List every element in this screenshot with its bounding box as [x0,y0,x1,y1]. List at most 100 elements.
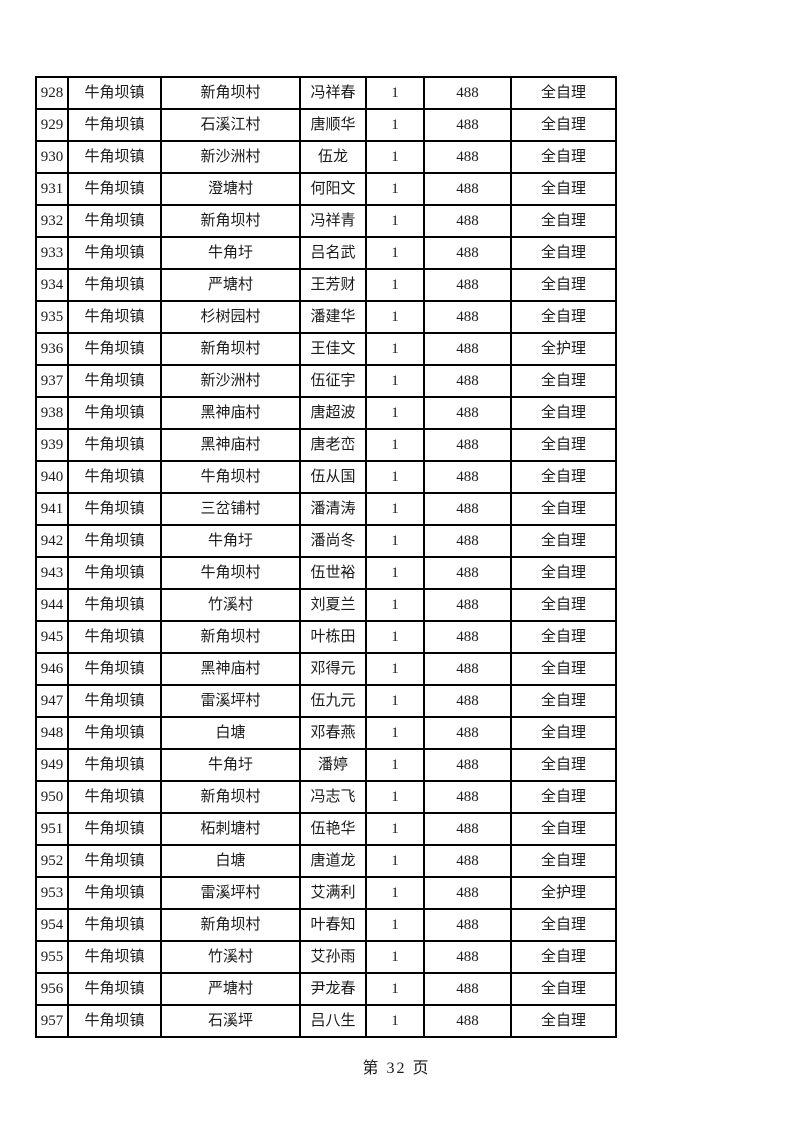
cell-sequence-number: 952 [35,844,69,878]
cell-person-name: 何阳文 [299,172,367,206]
cell-village: 石溪江村 [160,108,301,142]
cell-amount: 488 [423,364,512,398]
cell-count: 1 [365,108,425,142]
table-row: 940 牛角坝镇 牛角坝村 伍从国 1 488 全自理 [35,460,617,494]
table-row: 955 牛角坝镇 竹溪村 艾孙雨 1 488 全自理 [35,940,617,974]
cell-care-level: 全自理 [510,172,617,206]
cell-sequence-number: 950 [35,780,69,814]
cell-person-name: 唐老峦 [299,428,367,462]
roster-table: 928 牛角坝镇 新角坝村 冯祥春 1 488 全自理 929 牛角坝镇 石溪江… [35,76,617,1038]
table-row: 953 牛角坝镇 雷溪坪村 艾满利 1 488 全护理 [35,876,617,910]
cell-village: 新沙洲村 [160,140,301,174]
cell-town: 牛角坝镇 [67,172,162,206]
cell-person-name: 王佳文 [299,332,367,366]
cell-count: 1 [365,556,425,590]
cell-sequence-number: 948 [35,716,69,750]
cell-care-level: 全自理 [510,652,617,686]
cell-count: 1 [365,652,425,686]
cell-care-level: 全自理 [510,972,617,1006]
cell-care-level: 全自理 [510,108,617,142]
cell-person-name: 唐超波 [299,396,367,430]
table-row: 935 牛角坝镇 杉树园村 潘建华 1 488 全自理 [35,300,617,334]
cell-care-level: 全自理 [510,428,617,462]
cell-care-level: 全自理 [510,588,617,622]
cell-town: 牛角坝镇 [67,204,162,238]
cell-town: 牛角坝镇 [67,812,162,846]
cell-town: 牛角坝镇 [67,844,162,878]
cell-village: 黑神庙村 [160,396,301,430]
cell-count: 1 [365,236,425,270]
cell-person-name: 伍龙 [299,140,367,174]
cell-village: 新角坝村 [160,204,301,238]
table-row: 932 牛角坝镇 新角坝村 冯祥青 1 488 全自理 [35,204,617,238]
cell-care-level: 全自理 [510,620,617,654]
cell-town: 牛角坝镇 [67,684,162,718]
cell-person-name: 潘清涛 [299,492,367,526]
cell-village: 牛角圩 [160,524,301,558]
cell-person-name: 王芳财 [299,268,367,302]
cell-amount: 488 [423,396,512,430]
table-row: 956 牛角坝镇 严塘村 尹龙春 1 488 全自理 [35,972,617,1006]
cell-sequence-number: 949 [35,748,69,782]
cell-village: 牛角坝村 [160,460,301,494]
cell-amount: 488 [423,332,512,366]
cell-town: 牛角坝镇 [67,268,162,302]
cell-care-level: 全自理 [510,940,617,974]
cell-care-level: 全自理 [510,460,617,494]
cell-town: 牛角坝镇 [67,1004,162,1038]
cell-sequence-number: 937 [35,364,69,398]
cell-care-level: 全自理 [510,492,617,526]
cell-town: 牛角坝镇 [67,524,162,558]
cell-amount: 488 [423,812,512,846]
cell-count: 1 [365,300,425,334]
cell-amount: 488 [423,428,512,462]
cell-count: 1 [365,1004,425,1038]
table-row: 945 牛角坝镇 新角坝村 叶栋田 1 488 全自理 [35,620,617,654]
cell-care-level: 全自理 [510,300,617,334]
cell-count: 1 [365,524,425,558]
cell-care-level: 全自理 [510,236,617,270]
cell-care-level: 全自理 [510,364,617,398]
cell-town: 牛角坝镇 [67,76,162,110]
cell-care-level: 全自理 [510,76,617,110]
cell-village: 杉树园村 [160,300,301,334]
cell-sequence-number: 931 [35,172,69,206]
cell-amount: 488 [423,140,512,174]
cell-care-level: 全护理 [510,332,617,366]
cell-care-level: 全自理 [510,268,617,302]
cell-amount: 488 [423,588,512,622]
cell-village: 石溪坪 [160,1004,301,1038]
cell-sequence-number: 935 [35,300,69,334]
cell-town: 牛角坝镇 [67,140,162,174]
cell-amount: 488 [423,716,512,750]
cell-village: 雷溪坪村 [160,684,301,718]
cell-town: 牛角坝镇 [67,332,162,366]
cell-amount: 488 [423,460,512,494]
page-number-footer: 第 32 页 [362,1060,431,1077]
cell-person-name: 潘尚冬 [299,524,367,558]
cell-care-level: 全自理 [510,140,617,174]
cell-amount: 488 [423,300,512,334]
cell-sequence-number: 954 [35,908,69,942]
cell-count: 1 [365,428,425,462]
cell-amount: 488 [423,620,512,654]
cell-town: 牛角坝镇 [67,300,162,334]
cell-village: 新角坝村 [160,780,301,814]
cell-town: 牛角坝镇 [67,492,162,526]
cell-village: 新角坝村 [160,908,301,942]
cell-village: 严塘村 [160,972,301,1006]
cell-person-name: 邓得元 [299,652,367,686]
cell-sequence-number: 944 [35,588,69,622]
cell-amount: 488 [423,204,512,238]
cell-person-name: 叶栋田 [299,620,367,654]
cell-sequence-number: 928 [35,76,69,110]
cell-village: 澄塘村 [160,172,301,206]
cell-care-level: 全自理 [510,1004,617,1038]
cell-town: 牛角坝镇 [67,108,162,142]
cell-person-name: 潘建华 [299,300,367,334]
cell-village: 雷溪坪村 [160,876,301,910]
cell-amount: 488 [423,972,512,1006]
cell-sequence-number: 932 [35,204,69,238]
cell-person-name: 尹龙春 [299,972,367,1006]
